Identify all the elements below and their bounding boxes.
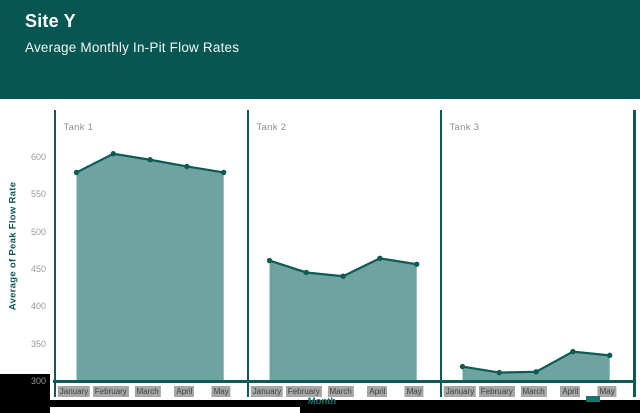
data-point[interactable]	[303, 269, 309, 276]
data-point[interactable]	[376, 255, 383, 261]
y-tick-label: 450	[30, 263, 46, 274]
data-point[interactable]	[266, 257, 272, 264]
y-tick-label: 600	[30, 151, 46, 162]
data-point[interactable]	[569, 348, 576, 355]
data-point[interactable]	[339, 273, 346, 279]
area-chart	[266, 255, 419, 382]
x-tick-label: March	[134, 386, 161, 397]
x-tick-label: January	[57, 386, 91, 397]
y-tick-label: 500	[30, 226, 46, 237]
x-tick-label: May	[404, 386, 424, 397]
data-point[interactable]	[532, 369, 539, 375]
y-tick-label: 400	[30, 301, 46, 312]
x-axis-title: Month	[307, 396, 337, 407]
data-point[interactable]	[459, 363, 465, 370]
data-point[interactable]	[413, 261, 419, 267]
panel-title: Tank 3	[449, 122, 480, 133]
chart-panel-tank-2: Tank 2	[246, 110, 440, 397]
page-title: Site Y	[25, 11, 76, 31]
area-chart	[459, 348, 612, 382]
y-tick-label: 550	[30, 189, 46, 200]
y-tick-label: 350	[30, 338, 46, 349]
data-point[interactable]	[146, 157, 153, 163]
x-tick-label: February	[92, 386, 129, 397]
data-point[interactable]	[110, 151, 116, 157]
x-tick-label: April	[560, 386, 581, 397]
panel-right-border	[633, 110, 636, 397]
x-tick-label: February	[285, 386, 322, 397]
data-point[interactable]	[183, 163, 190, 170]
x-tick-label: April	[367, 386, 388, 397]
report-header: Site Y Average Monthly In-Pit Flow Rates	[0, 0, 640, 99]
data-point[interactable]	[606, 352, 612, 359]
panel-title: Tank 1	[63, 122, 94, 133]
teal-indicator-chip	[586, 396, 600, 402]
y-axis-title: Average of Peak Flow Rate	[7, 181, 19, 311]
screen-edge-black-corner	[300, 400, 640, 413]
area-fill	[462, 351, 610, 382]
area-fill	[269, 258, 417, 382]
x-tick-label: May	[597, 386, 617, 397]
x-axis-line	[53, 380, 635, 383]
x-tick-label: March	[327, 386, 354, 397]
data-point[interactable]	[220, 169, 226, 176]
y-tick-label: 300	[30, 376, 46, 386]
chart-panel-tank-3: Tank 3	[439, 110, 633, 397]
x-tick-label: May	[211, 386, 231, 397]
page-subtitle: Average Monthly In-Pit Flow Rates	[25, 40, 240, 55]
area-fill	[76, 153, 224, 382]
x-tick-label: January	[443, 386, 477, 397]
x-tick-label: February	[478, 386, 515, 397]
x-tick-label: April	[174, 386, 195, 397]
panel-title: Tank 2	[256, 122, 287, 133]
data-point[interactable]	[73, 169, 79, 176]
chart-panel-tank-1: Tank 1	[53, 110, 247, 397]
data-point[interactable]	[496, 369, 502, 376]
x-tick-label: January	[250, 386, 284, 397]
area-chart	[73, 151, 226, 382]
x-tick-label: March	[520, 386, 547, 397]
